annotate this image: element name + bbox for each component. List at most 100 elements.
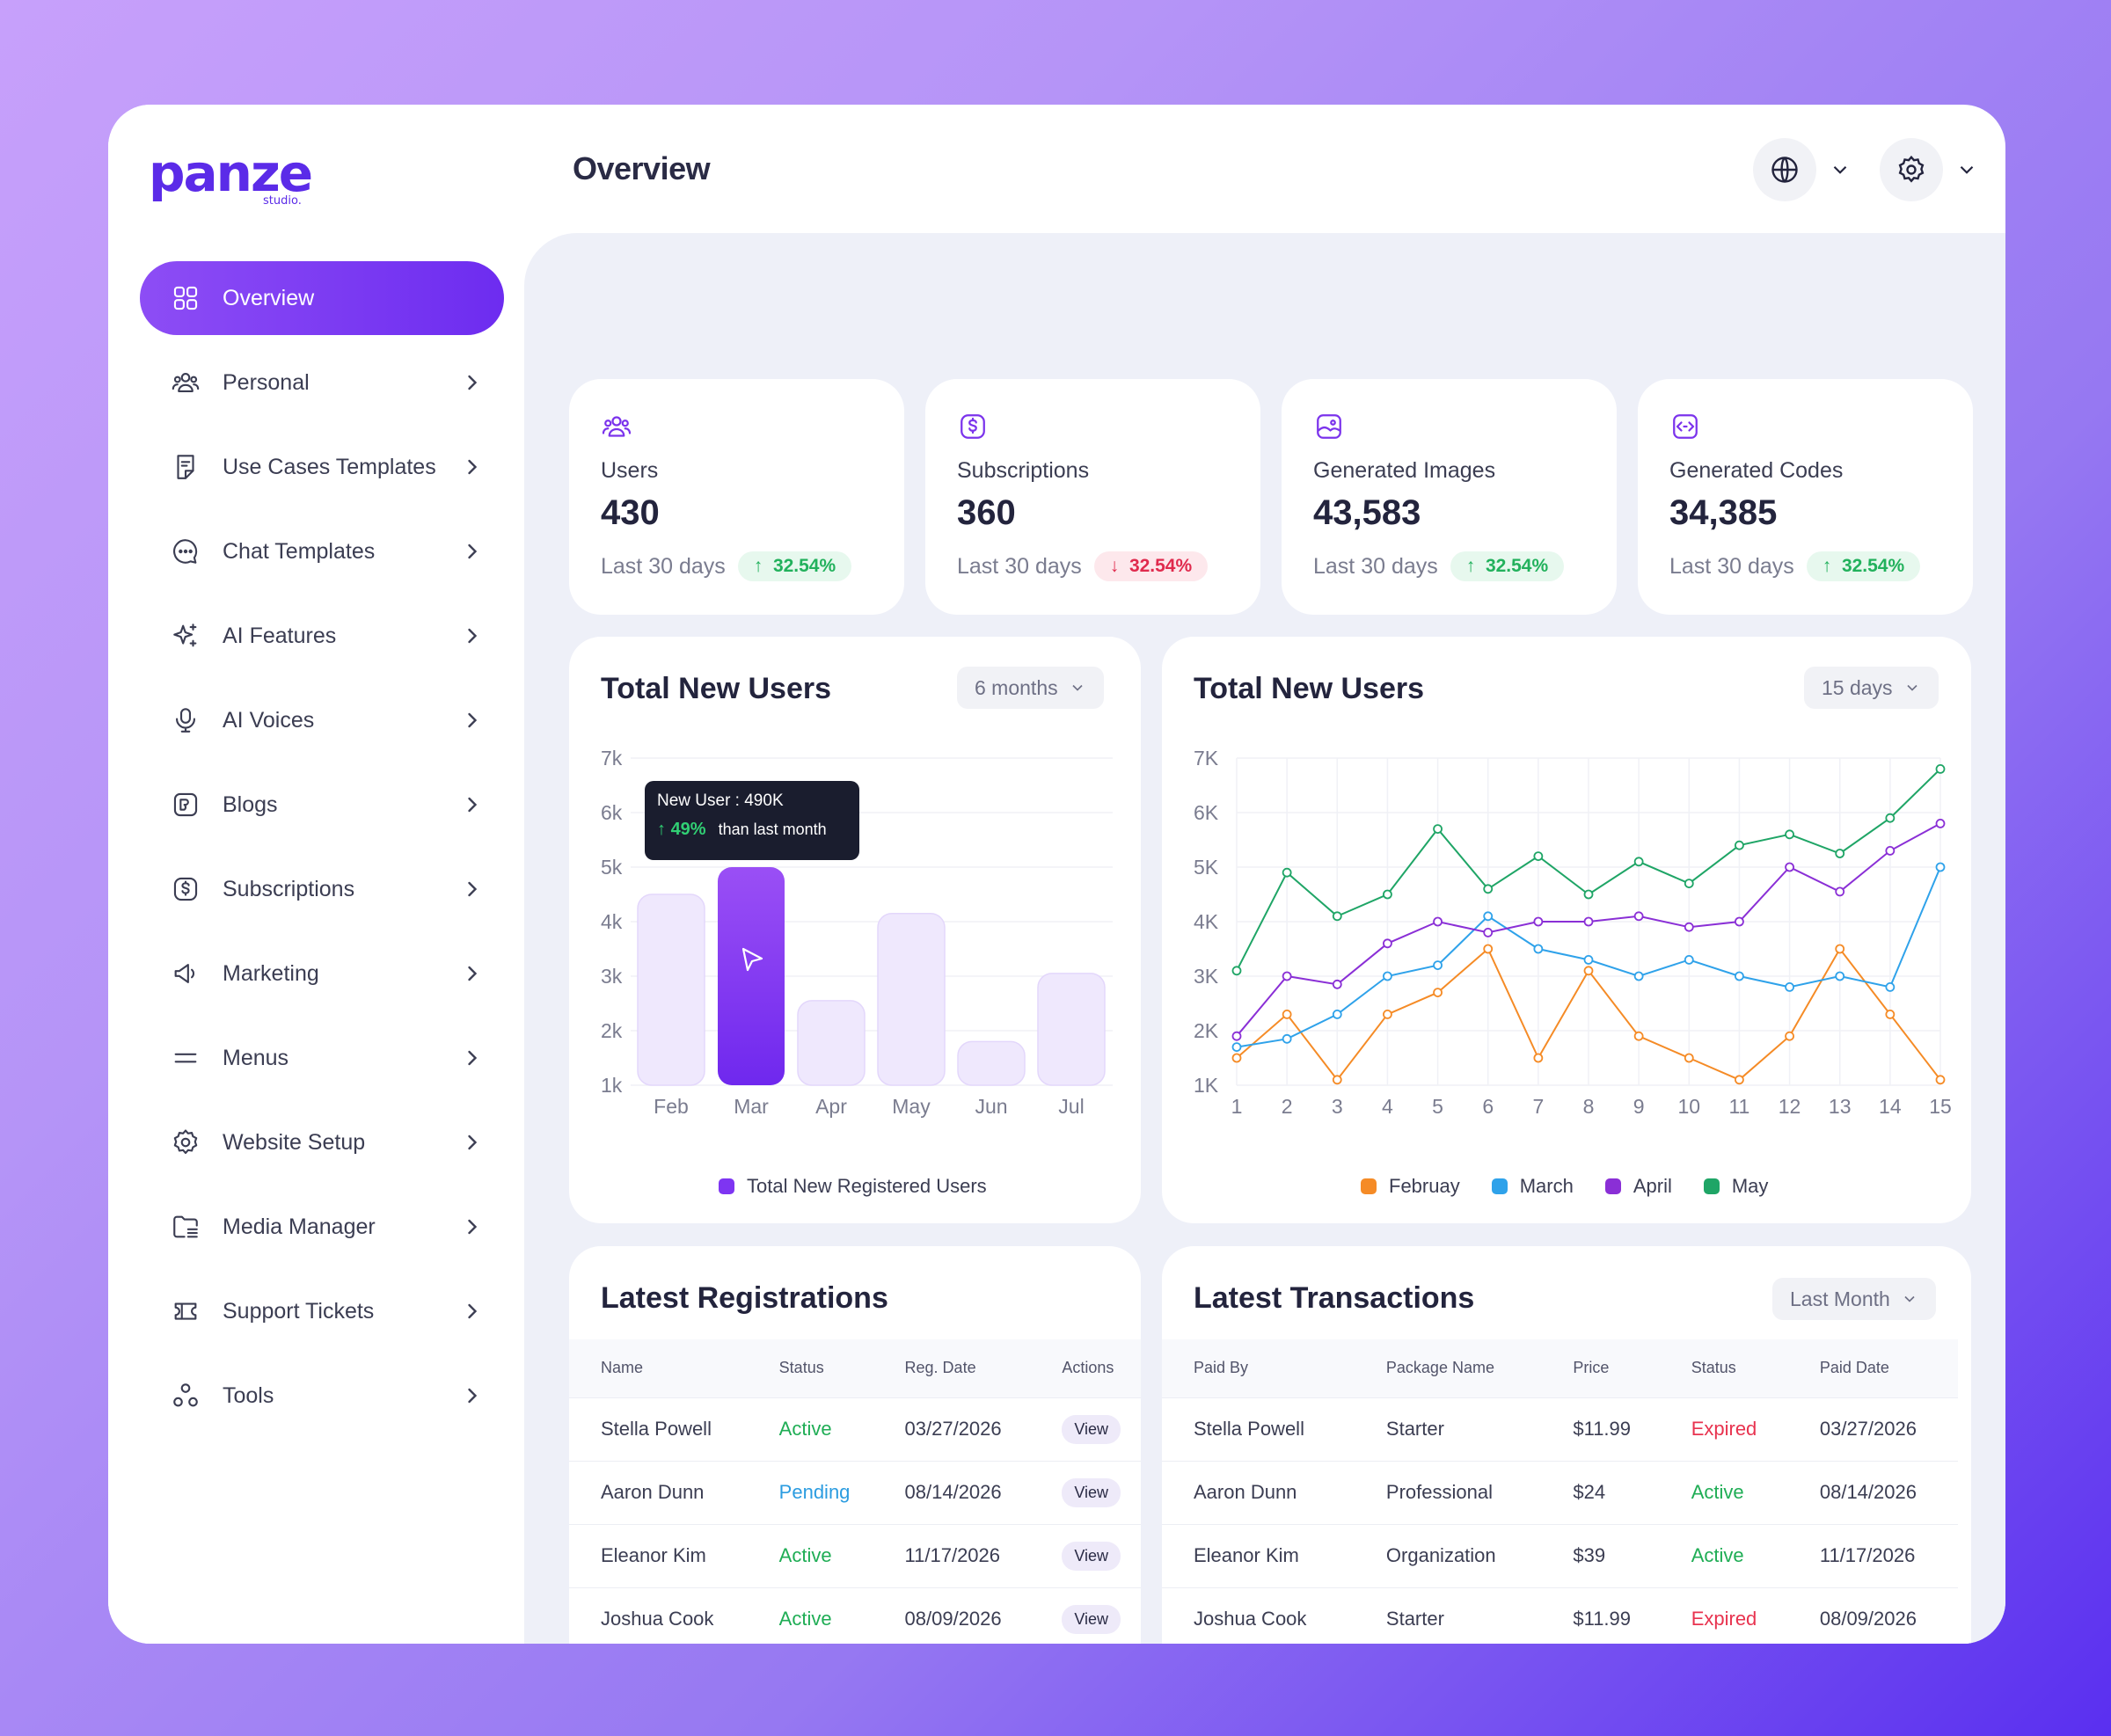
chevron-right-icon (460, 624, 485, 648)
sidebar-item-chat-templates[interactable]: Chat Templates (140, 514, 504, 588)
view-button[interactable]: View (1062, 1414, 1121, 1444)
data-point[interactable] (1885, 1009, 1896, 1019)
data-point[interactable] (1633, 857, 1644, 867)
bar-jun[interactable] (957, 1040, 1026, 1086)
data-point[interactable] (1785, 1031, 1794, 1041)
data-point[interactable] (1433, 824, 1443, 834)
sidebar-item-blogs[interactable]: Blogs (140, 768, 504, 842)
data-point[interactable] (1383, 889, 1392, 900)
data-point[interactable] (1231, 1053, 1242, 1063)
data-point[interactable] (1533, 944, 1544, 954)
logo[interactable]: panze studio. (149, 145, 342, 215)
data-point[interactable] (1633, 971, 1644, 981)
data-point[interactable] (1383, 938, 1392, 949)
range-select[interactable]: 6 months (957, 667, 1104, 709)
sidebar-item-marketing[interactable]: Marketing (140, 937, 504, 1010)
sidebar-item-menus[interactable]: Menus (140, 1021, 504, 1095)
sidebar-item-overview[interactable]: Overview (140, 261, 504, 335)
view-button[interactable]: View (1062, 1604, 1121, 1634)
table-row: Eleanor Kim Organization $39 Active 11/17/20… (1162, 1523, 1958, 1587)
legend-label: Total New Registered Users (747, 1175, 987, 1197)
sidebar-item-personal[interactable]: Personal (140, 346, 504, 419)
legend-item[interactable]: March (1491, 1175, 1574, 1198)
cell-paid-by: Aaron Dunn (1162, 1460, 1355, 1524)
data-point[interactable] (1935, 764, 1946, 774)
data-point[interactable] (1835, 971, 1845, 981)
data-point[interactable] (1483, 927, 1494, 937)
data-point[interactable] (1282, 1033, 1292, 1044)
view-button[interactable]: View (1062, 1541, 1121, 1571)
data-point[interactable] (1785, 981, 1794, 992)
sidebar-item-use-cases-templates[interactable]: Use Cases Templates (140, 430, 504, 504)
data-point[interactable] (1935, 862, 1946, 872)
data-point[interactable] (1231, 1042, 1242, 1053)
bar-apr[interactable] (797, 1000, 866, 1086)
data-point[interactable] (1633, 911, 1644, 922)
data-point[interactable] (1835, 849, 1845, 858)
data-point[interactable] (1332, 1009, 1342, 1019)
data-point[interactable] (1433, 916, 1443, 927)
data-point[interactable] (1785, 829, 1794, 840)
data-point[interactable] (1282, 971, 1292, 981)
data-point[interactable] (1332, 1075, 1342, 1085)
sidebar-item-subscriptions[interactable]: Subscriptions (140, 852, 504, 926)
data-point[interactable] (1433, 960, 1443, 971)
data-point[interactable] (1835, 886, 1845, 897)
sidebar-item-ai-features[interactable]: AI Features (140, 599, 504, 673)
sidebar-item-media-manager[interactable]: Media Manager (140, 1190, 504, 1264)
data-point[interactable] (1935, 819, 1946, 828)
view-button[interactable]: View (1062, 1477, 1121, 1507)
data-point[interactable] (1332, 911, 1342, 922)
sidebar: panze studio. Overview Personal Use Cases … (108, 105, 524, 1644)
data-point[interactable] (1383, 971, 1392, 981)
bar-jul[interactable] (1037, 973, 1106, 1086)
data-point[interactable] (1533, 916, 1544, 927)
data-point[interactable] (1633, 1031, 1644, 1041)
data-point[interactable] (1684, 1053, 1694, 1063)
data-point[interactable] (1684, 954, 1694, 965)
data-point[interactable] (1583, 966, 1594, 976)
data-point[interactable] (1735, 840, 1744, 850)
data-point[interactable] (1282, 867, 1292, 878)
data-point[interactable] (1735, 1075, 1744, 1085)
language-selector[interactable] (1753, 138, 1852, 201)
data-point[interactable] (1483, 911, 1494, 922)
data-point[interactable] (1885, 813, 1896, 823)
sidebar-item-ai-voices[interactable]: AI Voices (140, 683, 504, 757)
data-point[interactable] (1533, 1053, 1544, 1063)
data-point[interactable] (1332, 979, 1342, 989)
data-point[interactable] (1383, 1009, 1392, 1019)
data-point[interactable] (1583, 889, 1594, 900)
data-point[interactable] (1483, 944, 1494, 954)
data-point[interactable] (1785, 862, 1794, 872)
range-select[interactable]: Last Month (1772, 1278, 1936, 1320)
legend-item[interactable]: April (1604, 1175, 1672, 1198)
legend-item[interactable]: Februay (1361, 1175, 1460, 1198)
data-point[interactable] (1935, 1075, 1946, 1085)
data-point[interactable] (1684, 879, 1694, 889)
sidebar-item-support-tickets[interactable]: Support Tickets (140, 1274, 504, 1348)
data-point[interactable] (1483, 884, 1494, 894)
sidebar-item-website-setup[interactable]: Website Setup (140, 1105, 504, 1179)
cell-paid-by: Eleanor Kim (1162, 1523, 1355, 1587)
data-point[interactable] (1735, 971, 1744, 981)
bar-mar[interactable] (718, 867, 785, 1085)
data-point[interactable] (1885, 981, 1896, 992)
data-point[interactable] (1282, 1009, 1292, 1019)
data-point[interactable] (1684, 922, 1694, 932)
data-point[interactable] (1735, 916, 1744, 927)
data-point[interactable] (1583, 916, 1594, 927)
sidebar-item-tools[interactable]: Tools (140, 1359, 504, 1433)
data-point[interactable] (1231, 1031, 1242, 1041)
legend-item[interactable]: May (1703, 1175, 1768, 1198)
data-point[interactable] (1835, 944, 1845, 954)
data-point[interactable] (1885, 845, 1896, 856)
data-point[interactable] (1533, 851, 1544, 862)
bar-may[interactable] (877, 912, 946, 1086)
data-point[interactable] (1583, 954, 1594, 965)
data-point[interactable] (1231, 966, 1242, 976)
bar-feb[interactable] (637, 894, 705, 1086)
settings-selector[interactable] (1880, 138, 1978, 201)
data-point[interactable] (1433, 988, 1443, 998)
range-select[interactable]: 15 days (1804, 667, 1939, 709)
